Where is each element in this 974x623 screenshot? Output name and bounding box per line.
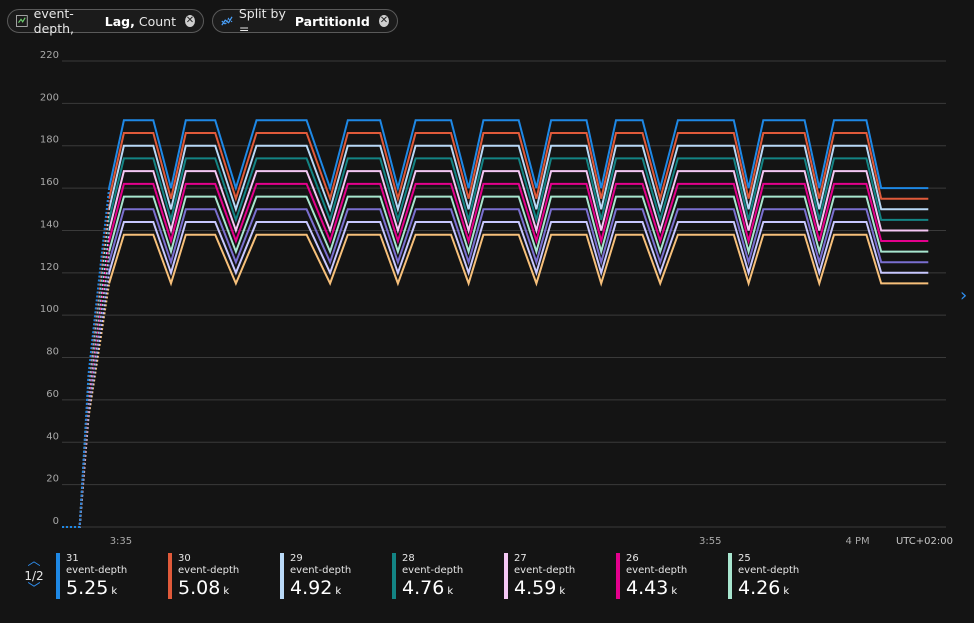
series-line-28: [108, 157, 929, 224]
series-ramp-27: [62, 230, 111, 528]
series-line-25: [108, 195, 929, 256]
legend-color-bar: [728, 553, 732, 599]
legend-value: 4.76: [402, 577, 445, 599]
y-tick-label: 60: [46, 389, 59, 400]
legend-metric: event-depth: [402, 565, 464, 576]
y-tick-label: 40: [46, 431, 59, 442]
legend-partition-id: 27: [514, 553, 527, 564]
legend-color-bar: [616, 553, 620, 599]
metric-aggregation: Lag,: [104, 13, 135, 29]
y-tick-label: 200: [40, 92, 59, 103]
legend-unit: k: [111, 586, 118, 597]
series-line-22: [108, 233, 929, 287]
legend-value: 4.59: [514, 577, 557, 599]
metric-suffix: Count: [138, 13, 176, 29]
legend-metric: event-depth: [738, 565, 800, 576]
legend-unit: k: [783, 586, 790, 597]
chevron-up-icon[interactable]: ︿: [27, 554, 41, 569]
legend-partition-id: 28: [402, 553, 415, 564]
legend-color-bar: [168, 553, 172, 599]
series-line-29: [108, 144, 929, 214]
split-icon: [221, 16, 233, 26]
legend-unit: k: [447, 586, 454, 597]
legend-color-bar: [392, 553, 396, 599]
legend-metric: event-depth: [514, 565, 576, 576]
legend-metric: event-depth: [626, 565, 688, 576]
legend-partition-id: 31: [66, 553, 79, 564]
legend-color-bar: [280, 553, 284, 599]
series-line-27: [108, 170, 929, 235]
legend-value: 4.43: [626, 577, 669, 599]
y-tick-label: 180: [40, 135, 59, 146]
legend-metric: event-depth: [178, 565, 240, 576]
close-icon[interactable]: ✕: [184, 15, 195, 27]
split-filter-pill[interactable]: Split by = PartitionId ✕: [212, 6, 398, 36]
legend-metric: event-depth: [66, 565, 128, 576]
split-dimension: PartitionId: [294, 13, 370, 29]
series-line-26: [108, 182, 929, 245]
series-line-31: [108, 119, 929, 193]
metric-filter-pill[interactable]: event-depth, Lag, Count ✕: [7, 6, 204, 36]
y-tick-label: 160: [40, 177, 59, 188]
legend-partition-id: 25: [738, 553, 751, 564]
pager-label: 1/2: [24, 569, 44, 583]
legend-pager: ︿ 1/2 ﹀: [22, 555, 46, 597]
legend-unit: k: [559, 586, 566, 597]
metric-chart-icon: [16, 15, 28, 27]
series-line-30: [108, 132, 929, 203]
legend-unit: k: [671, 586, 678, 597]
series-ramp-31: [62, 187, 111, 528]
y-tick-label: 80: [46, 347, 59, 358]
legend-color-bar: [56, 553, 60, 599]
split-prefix: Split by =: [238, 6, 286, 36]
x-tick-label: 3:55: [699, 536, 721, 547]
series-ramp-22: [62, 283, 111, 528]
legend-metric: event-depth: [290, 565, 352, 576]
timezone-label: UTC+02:00: [896, 536, 953, 547]
legend-value: 5.25: [66, 577, 109, 599]
legend-partition-id: 30: [178, 553, 191, 564]
y-tick-label: 20: [46, 474, 59, 485]
legend-color-bar: [504, 553, 508, 599]
legend-partition-id: 29: [290, 553, 303, 564]
legend-unit: k: [335, 586, 342, 597]
series-ramp-28: [62, 219, 111, 528]
series-line-24: [108, 208, 929, 266]
legend-partition-id: 26: [626, 553, 639, 564]
metric-prefix: event-depth,: [33, 6, 75, 36]
y-tick-label: 120: [40, 262, 59, 273]
x-tick-label: 4 PM: [845, 536, 869, 547]
line-chart: 0 20 40 60 80 100 120 140 160 180 200 220 3:35 3:55 4 …: [40, 50, 953, 547]
chevron-down-icon[interactable]: ﹀: [27, 582, 41, 597]
legend-value: 4.26: [738, 577, 781, 599]
chevron-right-icon[interactable]: ›: [960, 285, 968, 306]
x-tick-label: 3:35: [110, 536, 132, 547]
legend-value: 4.92: [290, 577, 333, 599]
y-tick-label: 100: [40, 304, 59, 315]
y-tick-label: 0: [53, 516, 59, 527]
y-tick-label: 140: [40, 219, 59, 230]
y-tick-label: 220: [40, 50, 59, 61]
close-icon[interactable]: ✕: [378, 15, 390, 27]
series-line-23: [108, 221, 929, 277]
legend-unit: k: [223, 586, 230, 597]
legend-value: 5.08: [178, 577, 221, 599]
